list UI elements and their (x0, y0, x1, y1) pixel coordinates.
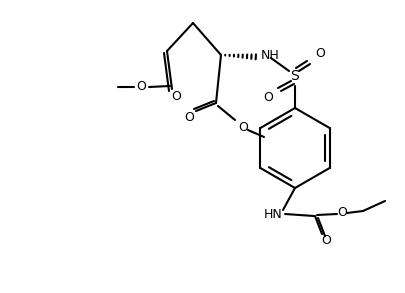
Text: O: O (336, 207, 346, 219)
Text: O: O (171, 91, 181, 103)
Text: O: O (314, 47, 324, 60)
Text: HN: HN (263, 207, 282, 221)
Text: O: O (183, 112, 194, 125)
Text: O: O (262, 91, 272, 105)
Text: O: O (320, 234, 330, 246)
Text: O: O (136, 81, 145, 93)
Text: O: O (237, 122, 247, 134)
Text: NH: NH (260, 50, 279, 62)
Text: S: S (290, 69, 298, 83)
